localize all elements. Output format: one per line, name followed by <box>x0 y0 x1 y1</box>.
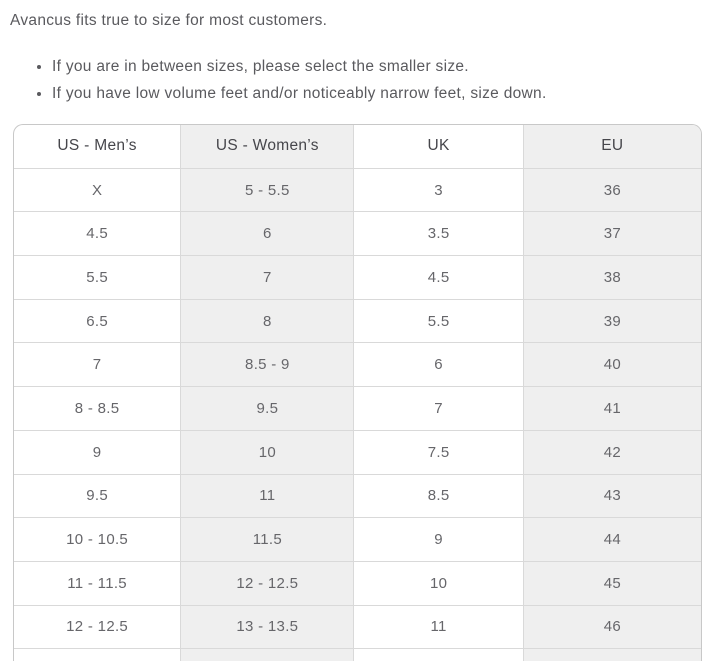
table-cell: 45 <box>523 561 701 606</box>
table-cell: 10 - 10.5 <box>14 518 182 562</box>
table-cell: 6.5 <box>14 299 182 344</box>
table-cell: 4.5 <box>14 212 182 257</box>
table-cell: 5 - 5.5 <box>181 168 355 213</box>
table-cell: 37 <box>523 212 701 257</box>
table-cell: 9.5 <box>181 387 355 431</box>
column-header-us-womens: US - Women’s <box>181 125 355 169</box>
column-header-us-mens: US - Men’s <box>14 125 182 169</box>
table-cell: 11.5 <box>181 518 355 562</box>
table-cell <box>181 649 355 661</box>
table-cell: 7 <box>14 343 182 388</box>
table-row-clipped <box>14 649 701 661</box>
table-cell <box>354 649 524 661</box>
column-header-uk: UK <box>354 125 524 169</box>
table-cell: 5.5 <box>354 299 524 344</box>
column-header-eu: EU <box>523 125 701 169</box>
table-header-row: US - Men’s US - Women’s UK EU <box>14 125 701 169</box>
table-cell: 7 <box>354 387 524 431</box>
table-cell: 8 - 8.5 <box>14 387 182 431</box>
table-cell: 43 <box>523 474 701 519</box>
table-cell: 11 - 11.5 <box>14 561 182 606</box>
table-row: 10 - 10.5 11.5 9 44 <box>14 518 701 562</box>
table-cell: 9.5 <box>14 474 182 519</box>
table-cell: 6 <box>354 343 524 388</box>
table-cell: 9 <box>14 430 182 475</box>
table-cell: 38 <box>523 256 701 300</box>
table-row: 5.5 7 4.5 38 <box>14 256 701 300</box>
table-cell: 11 <box>181 474 355 519</box>
table-cell: 3 <box>354 168 524 213</box>
table-cell: 42 <box>523 430 701 475</box>
table-cell: 44 <box>523 518 701 562</box>
table-cell: 40 <box>523 343 701 388</box>
table-row: 8 - 8.5 9.5 7 41 <box>14 387 701 431</box>
table-cell: 7 <box>181 256 355 300</box>
table-row: 9 10 7.5 42 <box>14 430 701 475</box>
fit-note-between-sizes: If you are in between sizes, please sele… <box>52 53 701 80</box>
table-row: 7 8.5 - 9 6 40 <box>14 343 701 388</box>
table-cell: 3.5 <box>354 212 524 257</box>
table-row: 12 - 12.5 13 - 13.5 11 46 <box>14 605 701 650</box>
table-cell: 6 <box>181 212 355 257</box>
table-cell: 5.5 <box>14 256 182 300</box>
table-cell <box>14 649 182 661</box>
table-cell: 11 <box>354 605 524 650</box>
table-cell: X <box>14 168 182 213</box>
table-cell: 12 - 12.5 <box>181 561 355 606</box>
table-cell: 7.5 <box>354 430 524 475</box>
table-cell: 12 - 12.5 <box>14 605 182 650</box>
table-cell: 41 <box>523 387 701 431</box>
table-cell <box>523 649 701 661</box>
table-cell: 8 <box>181 299 355 344</box>
table-cell: 13 - 13.5 <box>181 605 355 650</box>
table-row: 6.5 8 5.5 39 <box>14 299 701 344</box>
table-cell: 36 <box>523 168 701 213</box>
table-cell: 10 <box>354 561 524 606</box>
table-row: 11 - 11.5 12 - 12.5 10 45 <box>14 561 701 606</box>
table-cell: 10 <box>181 430 355 475</box>
table-row: 4.5 6 3.5 37 <box>14 212 701 257</box>
table-cell: 39 <box>523 299 701 344</box>
table-cell: 4.5 <box>354 256 524 300</box>
fit-summary-text: Avancus fits true to size for most custo… <box>10 12 328 29</box>
table-row: 9.5 11 8.5 43 <box>14 474 701 519</box>
table-cell: 9 <box>354 518 524 562</box>
table-cell: 8.5 - 9 <box>181 343 355 388</box>
table-cell: 8.5 <box>354 474 524 519</box>
fit-note-narrow-feet: If you have low volume feet and/or notic… <box>52 80 701 107</box>
fit-notes-list: If you are in between sizes, please sele… <box>10 53 701 107</box>
table-cell: 46 <box>523 605 701 650</box>
